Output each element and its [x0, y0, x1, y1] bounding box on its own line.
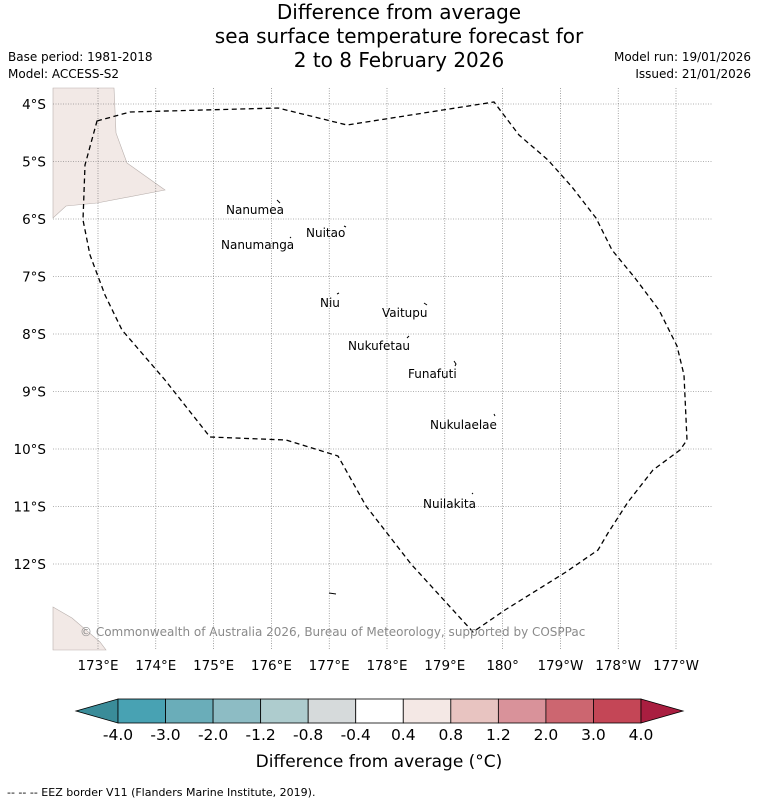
island-vaitupu [423, 302, 428, 306]
place-label-nanumanga: Nanumanga [221, 238, 294, 252]
place-label-nukufetau: Nukufetau [348, 339, 410, 353]
lat-label: 6°S [22, 212, 46, 228]
land-south-west [52, 606, 107, 651]
lon-label: 180° [486, 658, 519, 674]
colorbar-segment [593, 698, 642, 724]
colorbar-segment [497, 698, 547, 724]
lon-label: 179°W [537, 658, 583, 674]
colorbar-tick: 2.0 [533, 726, 559, 744]
copyright-notice: © Commonwealth of Australia 2026, Bureau… [80, 625, 586, 639]
colorbar-tick: 4.0 [628, 726, 654, 744]
colorbar-tick: -0.8 [293, 726, 324, 744]
lon-label: 173°E [77, 658, 118, 674]
colorbar-arrow-low [74, 698, 119, 724]
land-north-west [52, 87, 166, 219]
model-run: Model run: 19/01/2026 [613, 50, 751, 64]
colorbar-tick: 0.8 [438, 726, 464, 744]
lon-label: 175°E [193, 658, 234, 674]
colorbar [74, 698, 685, 724]
latitude-labels: 4°S 5°S 6°S 7°S 8°S 9°S 10°S 11°S 12°S [14, 97, 47, 573]
colorbar-tick: -0.4 [340, 726, 371, 744]
island-nukufetau [406, 335, 410, 339]
island-nanumanga [289, 236, 292, 239]
lon-label: 177°E [309, 658, 350, 674]
title-line-1: Difference from average [276, 0, 522, 24]
island-nuilakita [471, 492, 474, 495]
colorbar-tick: 3.0 [581, 726, 606, 744]
place-label-nukulaelae: Nukulaelae [430, 418, 497, 432]
colorbar-segment [450, 698, 499, 724]
colorbar-tick: 0.4 [390, 726, 416, 744]
place-label-funafuti: Funafuti [408, 367, 457, 381]
meta-right: Model run: 19/01/2026 Issued: 21/01/2026 [614, 49, 751, 83]
lat-label: 12°S [14, 557, 47, 573]
lon-label: 178°E [366, 658, 407, 674]
place-label-nuitao: Nuitao [306, 226, 345, 240]
gridlines [53, 88, 713, 650]
title-line-3: 2 to 8 February 2026 [293, 48, 505, 72]
island-nukulaelae [493, 413, 496, 417]
islands [276, 199, 496, 595]
island-niu [336, 292, 340, 295]
island-reef [328, 592, 337, 595]
eez-footer-note: -- -- -- EEZ border V11 (Flanders Marine… [7, 786, 316, 799]
colorbar-segment [260, 698, 309, 724]
colorbar-segment [212, 698, 262, 724]
place-label-niu: Niu [320, 296, 340, 310]
colorbar-tick: -2.0 [197, 726, 229, 744]
lat-label: 4°S [22, 97, 46, 113]
lat-label: 9°S [22, 385, 46, 401]
place-label-nanumea: Nanumea [226, 203, 284, 217]
eez-border [82, 101, 688, 633]
model-name: Model: ACCESS-S2 [8, 67, 120, 81]
colorbar-label: Difference from average (°C) [255, 752, 503, 772]
lat-label: 11°S [14, 500, 47, 516]
colorbar-segment [307, 698, 357, 724]
colorbar-tick: 1.2 [486, 726, 511, 744]
issued-date: Issued: 21/01/2026 [635, 67, 751, 81]
lat-label: 10°S [14, 442, 47, 458]
island-funafuti [453, 360, 457, 367]
base-period: Base period: 1981-2018 [8, 50, 153, 64]
colorbar-tick: -3.0 [150, 726, 181, 744]
lat-label: 5°S [22, 155, 46, 171]
colorbar-arrow-high [640, 698, 685, 724]
colorbar-segment [165, 698, 214, 724]
longitude-labels: 173°E 174°E 175°E 176°E 177°E 178°E 179°E 180° 1… [77, 658, 698, 674]
colorbar-segment [402, 698, 452, 724]
place-label-nuilakita: Nuilakita [423, 497, 476, 511]
colorbar-tick: -1.2 [245, 726, 276, 744]
place-label-vaitupu: Vaitupu [382, 306, 428, 320]
colorbar-segment [545, 698, 594, 724]
lon-label: 178°W [595, 658, 641, 674]
lon-label: 179°E [424, 658, 465, 674]
colorbar-tick: -4.0 [102, 726, 134, 744]
title-line-2: sea surface temperature forecast for [214, 24, 584, 48]
island-nanumea [276, 199, 281, 204]
chart-title: Difference from average sea surface temp… [0, 0, 758, 72]
place-labels: Nanumea Nuitao Nanumanga Niu Vaitupu Nuk… [221, 203, 497, 511]
lat-label: 8°S [22, 327, 46, 343]
meta-left: Base period: 1981-2018 Model: ACCESS-S2 [8, 49, 153, 83]
colorbar-segment [355, 698, 404, 724]
colorbar-segment [117, 698, 166, 724]
lon-label: 176°E [251, 658, 292, 674]
lon-label: 177°W [653, 658, 699, 674]
lat-label: 7°S [22, 270, 46, 286]
lon-label: 174°E [135, 658, 176, 674]
island-nuitao [343, 225, 347, 228]
